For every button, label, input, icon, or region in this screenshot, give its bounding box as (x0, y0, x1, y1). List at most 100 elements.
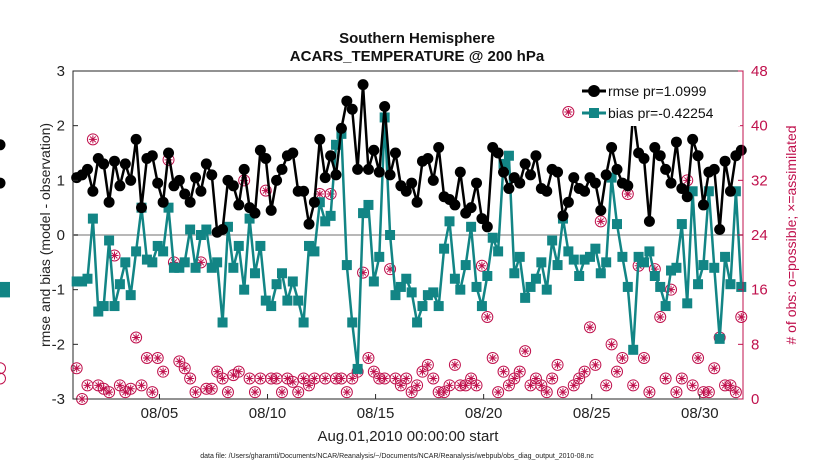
bias-point (493, 246, 504, 257)
obs-possible-point (546, 372, 559, 385)
rmse-point (579, 185, 591, 197)
bias-point (660, 301, 671, 312)
bias-point (255, 240, 266, 251)
obs-assimilated-point (359, 268, 368, 277)
y2-tick-label: 32 (751, 172, 768, 189)
bias-point (428, 287, 439, 298)
obs-assimilated-point (537, 381, 546, 390)
bias-point (168, 262, 179, 273)
obs-assimilated-point (461, 381, 470, 390)
bias-point (320, 216, 331, 227)
rmse-point (163, 147, 175, 159)
obs-assimilated-point (294, 388, 303, 397)
rmse-point (449, 199, 461, 211)
rmse-point (611, 163, 623, 175)
bias-point (455, 284, 466, 295)
bias-point (390, 290, 401, 301)
rmse-point (481, 221, 493, 233)
y2-tick-label: 0 (751, 391, 759, 408)
obs-assimilated-point (245, 374, 254, 383)
obs-assimilated-point (672, 388, 681, 397)
obs-assimilated-point (277, 388, 286, 397)
obs-assimilated-point (267, 374, 276, 383)
rmse-point (384, 169, 396, 181)
obs-assimilated-point (375, 374, 384, 383)
obs-assimilated-point (488, 354, 497, 362)
obs-possible-point (0, 372, 6, 385)
rmse-point (217, 224, 229, 236)
rmse-point (130, 133, 142, 145)
bias-point (125, 290, 136, 301)
obs-assimilated-point (726, 381, 735, 390)
bias-point (152, 240, 163, 251)
bias-point (244, 213, 255, 224)
x-tick-label: 08/20 (465, 405, 503, 422)
obs-possible-point (540, 386, 553, 399)
obs-possible-point (448, 358, 461, 371)
rmse-point (654, 150, 666, 162)
obs-possible-point (340, 386, 353, 399)
bias-point (709, 262, 720, 273)
bias-point (82, 273, 93, 284)
obs-assimilated-point (148, 388, 157, 397)
obs-possible-point (362, 352, 375, 364)
bias-point (628, 344, 639, 355)
bias-point (185, 224, 196, 235)
y2-tick-label: 48 (751, 63, 768, 80)
obs-possible-point (427, 372, 440, 385)
bias-point (0, 287, 10, 298)
legend-rmse-label: rmse pr=1.0999 (608, 83, 707, 99)
obs-possible-point (400, 372, 413, 385)
rmse-point (195, 185, 207, 197)
rmse-point (498, 166, 510, 178)
rmse-point (503, 183, 515, 195)
rmse-point (173, 174, 185, 186)
obs-assimilated-point (83, 381, 92, 390)
obs-possible-point (654, 311, 667, 323)
bias-point (714, 333, 725, 344)
bias-point (201, 224, 212, 235)
rmse-point (81, 163, 93, 175)
bias-point (217, 317, 228, 328)
y2-tick-label: 8 (751, 336, 759, 353)
obs-assimilated-point (115, 381, 124, 390)
obs-possible-point (643, 386, 656, 399)
rmse-point (319, 172, 331, 184)
obs-assimilated-point (526, 381, 535, 390)
obs-assimilated-point (699, 388, 708, 397)
rmse-point (146, 150, 158, 162)
bias-point (109, 301, 120, 312)
obs-possible-point (600, 379, 613, 392)
obs-assimilated-point (542, 388, 551, 397)
rmse-point (530, 150, 542, 162)
obs-assimilated-point (283, 374, 292, 383)
bias-point (622, 281, 633, 292)
bias-point (174, 262, 185, 273)
obs-assimilated-point (386, 265, 395, 274)
obs-assimilated-point (142, 354, 151, 362)
rmse-point (303, 218, 315, 230)
rmse-point (687, 133, 699, 145)
rmse-point (330, 169, 342, 181)
obs-possible-point (411, 379, 424, 392)
rmse-point (368, 144, 380, 156)
obs-possible-point (135, 379, 148, 392)
obs-assimilated-point (72, 364, 81, 373)
obs-possible-point (605, 338, 618, 351)
obs-possible-point (729, 386, 742, 399)
rmse-point (362, 163, 374, 175)
rmse-point (314, 133, 326, 145)
obs-assimilated-point (175, 357, 184, 366)
rmse-point (108, 155, 120, 167)
axes: -3 -2 -1 0 1 2 3 0 8 16 24 32 40 48 08/05 08/10 08/15 08/… (52, 63, 768, 422)
rmse-point (471, 177, 483, 189)
obs-possible-point (470, 379, 483, 392)
y-tick-label: 1 (57, 172, 65, 189)
bias-point (190, 262, 201, 273)
obs-possible-point (70, 362, 83, 375)
obs-assimilated-point (261, 186, 270, 195)
data-file-note: data file: /Users/gharamti/Documents/NCA… (200, 453, 594, 460)
obs-assimilated-point (180, 364, 189, 373)
rmse-point (541, 185, 553, 197)
rmse-point (271, 174, 283, 186)
